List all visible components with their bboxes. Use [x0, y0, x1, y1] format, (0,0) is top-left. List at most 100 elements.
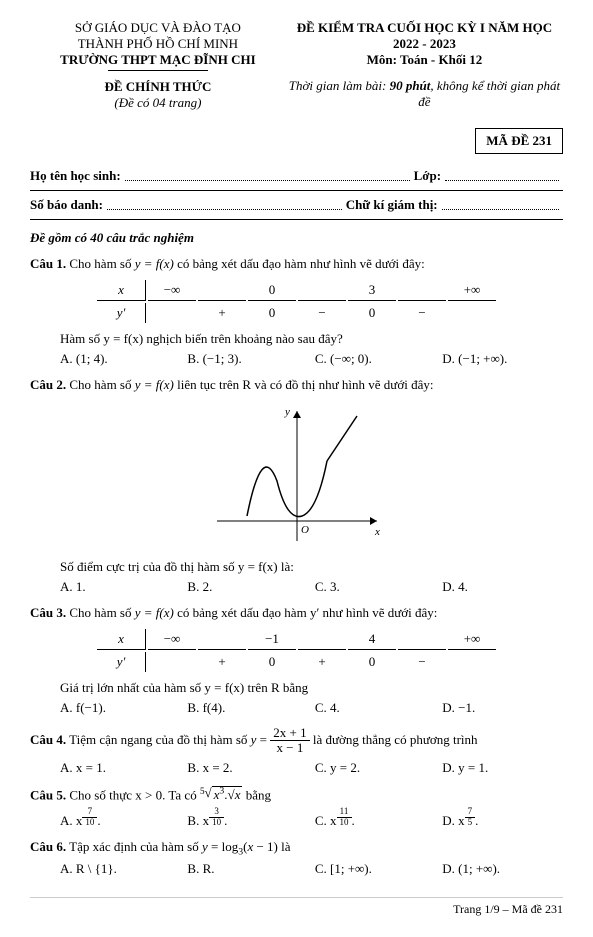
name-label: Họ tên học sinh:: [30, 168, 121, 184]
opt-pre: C. x: [315, 813, 337, 828]
question-2: Câu 2. Cho hàm số y = f(x) liên tục trên…: [30, 377, 563, 393]
question-3: Câu 3. Cho hàm số y = f(x) có bảng xét d…: [30, 605, 563, 621]
header-right: ĐỀ KIỂM TRA CUỐI HỌC KỲ I NĂM HỌC 2022 -…: [286, 20, 563, 154]
cell: +: [298, 652, 346, 672]
q2-text-a: Cho hàm số: [69, 377, 134, 392]
q1-B: B. (−1; 3).: [187, 351, 308, 367]
q1-options: A. (1; 4). B. (−1; 3). C. (−∞; 0). D. (−…: [60, 351, 563, 367]
page-count: (Đề có 04 trang): [30, 95, 286, 111]
cell: [298, 629, 346, 650]
name-field[interactable]: [125, 168, 410, 181]
cell: [448, 303, 496, 323]
q5-A: A. x710.: [60, 807, 181, 829]
q5-text-b: bằng: [246, 787, 271, 802]
q2-graph: x y O: [30, 401, 563, 551]
q6-D: D. (1; +∞).: [442, 861, 563, 877]
cell: [198, 280, 246, 301]
q1-D: D. (−1; +∞).: [442, 351, 563, 367]
header: SỞ GIÁO DỤC VÀ ĐÀO TẠO THÀNH PHỐ HỒ CHÍ …: [30, 20, 563, 154]
cell: 0: [248, 303, 296, 323]
cell: −: [398, 303, 446, 323]
cell: [298, 280, 346, 301]
q6-A: A. R \ {1}.: [60, 861, 181, 877]
q2-options: A. 1. B. 2. C. 3. D. 4.: [60, 579, 563, 595]
q3-C: C. 4.: [315, 700, 436, 716]
q4-C: C. y = 2.: [315, 760, 436, 776]
cell: 3: [348, 280, 396, 301]
official: ĐỀ CHÍNH THỨC: [30, 79, 286, 95]
time: Thời gian làm bài: 90 phút, không kể thờ…: [286, 78, 563, 110]
time-suffix: , không kể thời gian phát đề: [418, 78, 560, 109]
cell: −∞: [148, 280, 196, 301]
q5-text-a: Cho số thực x > 0. Ta có: [69, 787, 200, 802]
time-value: 90 phút: [390, 78, 431, 93]
q5-D: D. x75.: [442, 807, 563, 829]
id-field[interactable]: [107, 197, 342, 210]
q4-text-a: Tiệm cận ngang của đồ thị hàm số: [69, 732, 251, 747]
cell: [148, 652, 196, 672]
d: 10: [82, 818, 97, 828]
cell: +: [198, 303, 246, 323]
cell: [148, 303, 196, 323]
cell: −∞: [148, 629, 196, 650]
subject: Môn: Toán - Khối 12: [286, 52, 563, 68]
q1-sign-table: x −∞ 0 3 +∞ y′ + 0 − 0 −: [95, 278, 498, 325]
q1-A: A. (1; 4).: [60, 351, 181, 367]
question-1: Câu 1. Cho hàm số y = f(x) có bảng xét d…: [30, 256, 563, 272]
header-left: SỞ GIÁO DỤC VÀ ĐÀO TẠO THÀNH PHỐ HỒ CHÍ …: [30, 20, 286, 154]
q4-num: Câu 4.: [30, 732, 66, 747]
dept: SỞ GIÁO DỤC VÀ ĐÀO TẠO: [30, 20, 286, 36]
q3-A: A. f(−1).: [60, 700, 181, 716]
q3-x-label: x: [97, 629, 146, 650]
sign-label: Chữ kí giám thị:: [346, 197, 438, 213]
class-field[interactable]: [445, 168, 559, 181]
question-6: Câu 6. Tập xác định của hàm số y = log3(…: [30, 839, 563, 858]
q2-B: B. 2.: [187, 579, 308, 595]
q2-sub: Số điểm cực trị của đồ thị hàm số y = f(…: [60, 559, 563, 575]
q1-y-label: y′: [97, 303, 146, 323]
q3-sub: Giá trị lớn nhất của hàm số y = f(x) trê…: [60, 680, 563, 696]
cell: +: [198, 652, 246, 672]
sign-field[interactable]: [442, 197, 559, 210]
q1-sub: Hàm số y = f(x) nghịch biến trên khoảng …: [60, 331, 563, 347]
q4-D: D. y = 1.: [442, 760, 563, 776]
q1-num: Câu 1.: [30, 256, 66, 271]
cell: 0: [248, 280, 296, 301]
cell: 4: [348, 629, 396, 650]
info-block: Họ tên học sinh: Lớp: Số báo danh: Chữ k…: [30, 168, 563, 220]
exam-note: Đề gồm có 40 câu trắc nghiệm: [30, 230, 563, 246]
q3-text-a: Cho hàm số: [69, 605, 134, 620]
q3-sign-table: x −∞ −1 4 +∞ y′ + 0 + 0 −: [95, 627, 498, 674]
opt-pre: A. x: [60, 813, 82, 828]
q1-text-b: có bảng xét dấu đạo hàm như hình vẽ dưới…: [177, 256, 425, 271]
q3-y-label: y′: [97, 652, 146, 672]
q3-num: Câu 3.: [30, 605, 66, 620]
q3-B: B. f(4).: [187, 700, 308, 716]
svg-text:x: x: [374, 526, 380, 538]
q1-text-a: Cho hàm số: [69, 256, 134, 271]
d: 10: [209, 818, 224, 828]
q1-x-label: x: [97, 280, 146, 301]
q1-C: C. (−∞; 0).: [315, 351, 436, 367]
q4-fraction: 2x + 1 x − 1: [270, 726, 309, 756]
q4-text-b: là đường thẳng có phương trình: [313, 732, 478, 747]
cell: +∞: [448, 280, 496, 301]
q6-C: C. [1; +∞).: [315, 861, 436, 877]
school: TRƯỜNG THPT MẠC ĐĨNH CHI: [30, 52, 286, 68]
divider: [108, 70, 208, 71]
q5-num: Câu 5.: [30, 787, 66, 802]
svg-text:O: O: [301, 524, 309, 536]
cell: +∞: [448, 629, 496, 650]
q2-text-b: liên tục trên R và có đồ thị như hình vẽ…: [177, 377, 433, 392]
q6-text-b: là: [281, 839, 290, 854]
q3-options: A. f(−1). B. f(4). C. 4. D. −1.: [60, 700, 563, 716]
q4-options: A. x = 1. B. x = 2. C. y = 2. D. y = 1.: [60, 760, 563, 776]
q4-B: B. x = 2.: [187, 760, 308, 776]
q4-frac-num: 2x + 1: [270, 726, 309, 741]
question-4: Câu 4. Tiệm cận ngang của đồ thị hàm số …: [30, 726, 563, 756]
class-label: Lớp:: [414, 168, 441, 184]
d: 10: [337, 818, 352, 828]
cell: [398, 280, 446, 301]
id-label: Số báo danh:: [30, 197, 103, 213]
q2-C: C. 3.: [315, 579, 436, 595]
